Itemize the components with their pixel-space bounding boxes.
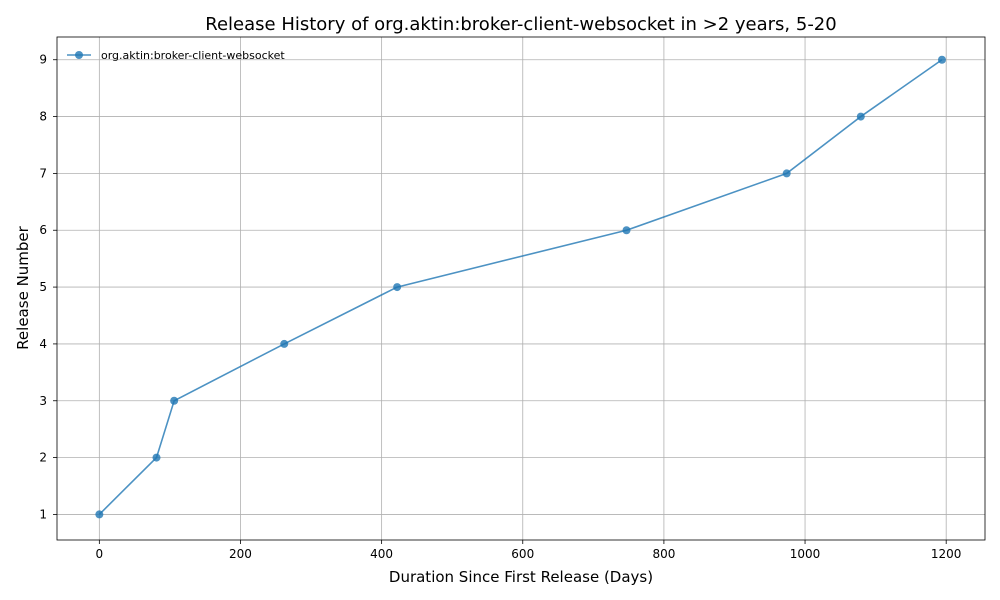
- data-point: [782, 169, 791, 178]
- y-tick-label: 5: [39, 280, 47, 294]
- x-tick-label: 800: [652, 547, 675, 561]
- data-point: [622, 226, 631, 235]
- y-tick-label: 6: [39, 223, 47, 237]
- data-point: [393, 283, 402, 292]
- x-tick-label: 1000: [790, 547, 821, 561]
- x-axis-ticks: 0 200 400 600 800 1000 1200: [96, 540, 962, 561]
- x-axis-label: Duration Since First Release (Days): [389, 568, 653, 586]
- series-layer: [95, 55, 946, 519]
- data-point: [170, 396, 179, 405]
- y-tick-label: 4: [39, 337, 47, 351]
- x-tick-label: 0: [96, 547, 104, 561]
- legend: org.aktin:broker-client-websocket: [67, 49, 285, 62]
- data-point: [280, 339, 289, 348]
- data-point: [95, 510, 104, 519]
- y-tick-label: 7: [39, 166, 47, 180]
- x-tick-label: 1200: [931, 547, 962, 561]
- y-tick-label: 3: [39, 394, 47, 408]
- y-tick-label: 2: [39, 451, 47, 465]
- y-tick-label: 9: [39, 53, 47, 67]
- legend-marker-swatch: [75, 51, 83, 59]
- data-point: [937, 55, 946, 64]
- x-tick-label: 200: [229, 547, 252, 561]
- data-point: [856, 112, 865, 121]
- plot-area-frame: [56, 36, 986, 541]
- grid: [57, 37, 985, 540]
- x-tick-label: 600: [511, 547, 534, 561]
- y-axis-label: Release Number: [14, 225, 32, 349]
- y-tick-label: 1: [39, 507, 47, 521]
- chart-title: Release History of org.aktin:broker-clie…: [205, 14, 836, 35]
- y-tick-label: 8: [39, 110, 47, 124]
- legend-series-label: org.aktin:broker-client-websocket: [101, 49, 285, 62]
- y-axis-ticks: 1 2 3 4 5 6 7 8 9: [39, 53, 57, 521]
- data-point: [152, 453, 161, 462]
- x-tick-label: 400: [370, 547, 393, 561]
